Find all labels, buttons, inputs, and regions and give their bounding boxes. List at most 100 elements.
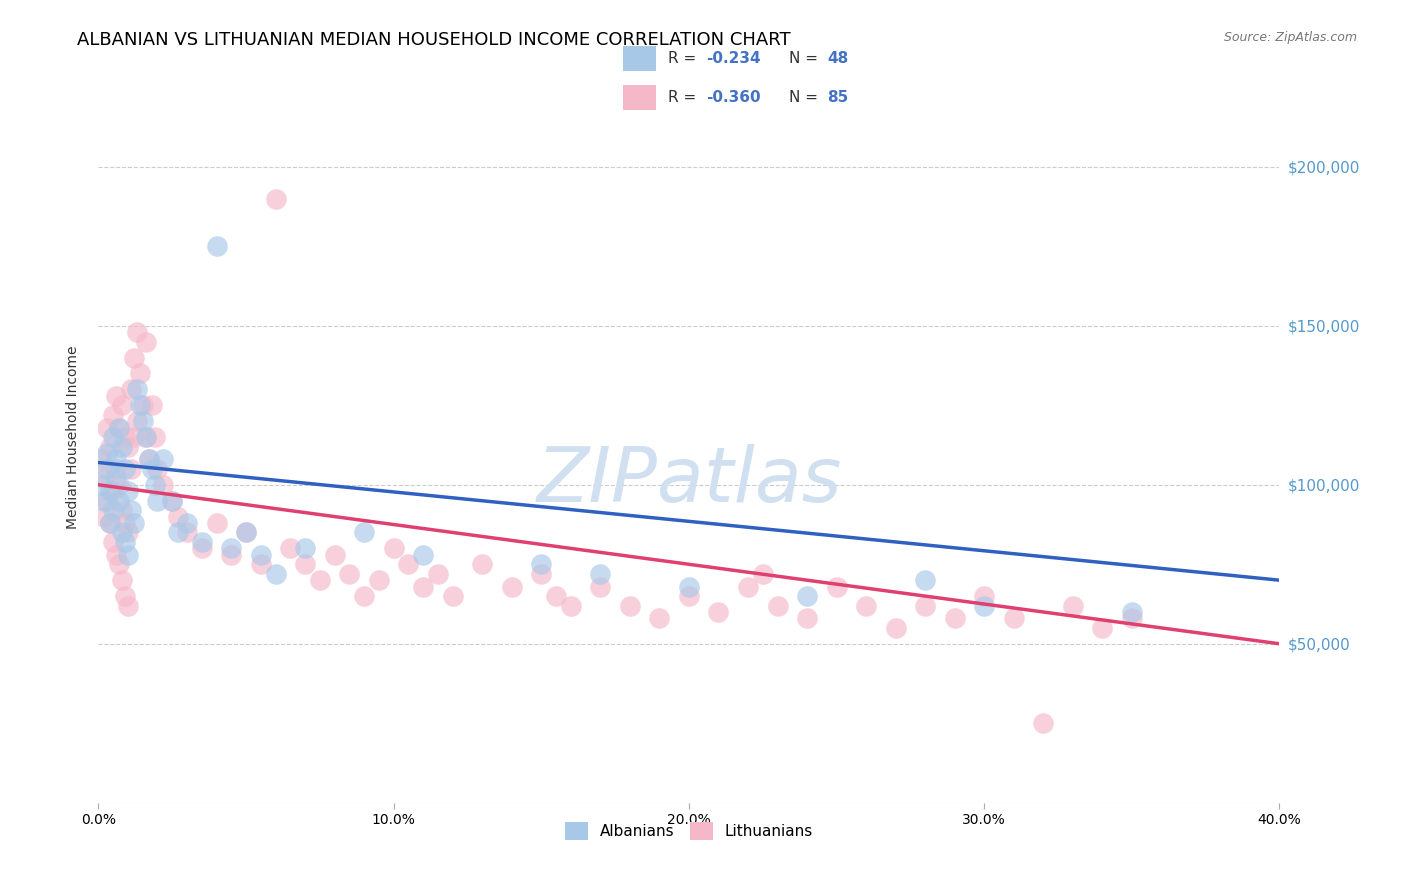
Point bbox=[105, 462, 128, 476]
Point bbox=[353, 525, 375, 540]
Point bbox=[353, 589, 375, 603]
Point bbox=[105, 471, 128, 485]
Point bbox=[973, 599, 995, 613]
Point bbox=[117, 525, 139, 540]
Text: -0.234: -0.234 bbox=[706, 51, 761, 66]
Point bbox=[114, 516, 136, 530]
Point bbox=[141, 398, 163, 412]
Point bbox=[98, 516, 121, 530]
Point bbox=[105, 452, 128, 467]
Point bbox=[98, 516, 121, 530]
Point bbox=[264, 566, 287, 581]
Text: 85: 85 bbox=[827, 89, 848, 104]
Point bbox=[105, 389, 128, 403]
Point bbox=[825, 580, 848, 594]
Point bbox=[167, 525, 190, 540]
Point bbox=[108, 558, 131, 572]
Point bbox=[128, 398, 150, 412]
Point bbox=[108, 493, 131, 508]
Point bbox=[98, 484, 121, 499]
Point bbox=[221, 541, 243, 556]
Point bbox=[309, 573, 332, 587]
Text: ALBANIAN VS LITHUANIAN MEDIAN HOUSEHOLD INCOME CORRELATION CHART: ALBANIAN VS LITHUANIAN MEDIAN HOUSEHOLD … bbox=[77, 31, 792, 49]
Point bbox=[135, 430, 157, 444]
Point bbox=[678, 589, 700, 603]
Point bbox=[766, 599, 789, 613]
Text: Source: ZipAtlas.com: Source: ZipAtlas.com bbox=[1223, 31, 1357, 45]
Point bbox=[412, 580, 434, 594]
Point bbox=[752, 566, 775, 581]
Point bbox=[943, 611, 966, 625]
Point bbox=[398, 558, 420, 572]
Point bbox=[294, 541, 316, 556]
Point bbox=[103, 535, 125, 549]
Point bbox=[221, 548, 243, 562]
Point bbox=[294, 558, 316, 572]
Point bbox=[250, 558, 273, 572]
Point bbox=[93, 509, 115, 524]
Point bbox=[111, 525, 134, 540]
Point bbox=[138, 452, 160, 467]
Point bbox=[167, 509, 190, 524]
Point bbox=[96, 462, 118, 476]
Point bbox=[93, 493, 115, 508]
Point bbox=[93, 471, 115, 485]
Point bbox=[96, 420, 118, 434]
Point bbox=[1091, 621, 1114, 635]
Point bbox=[152, 452, 174, 467]
Point bbox=[530, 566, 553, 581]
Point bbox=[1032, 716, 1054, 731]
Point bbox=[176, 525, 198, 540]
Point bbox=[471, 558, 494, 572]
Point bbox=[546, 589, 568, 603]
Point bbox=[441, 589, 464, 603]
Point bbox=[114, 589, 136, 603]
Point bbox=[141, 462, 163, 476]
Point bbox=[125, 414, 148, 428]
Point bbox=[111, 573, 134, 587]
Point bbox=[678, 580, 700, 594]
Point bbox=[152, 477, 174, 491]
Point bbox=[205, 239, 228, 253]
Point bbox=[280, 541, 302, 556]
Point bbox=[368, 573, 391, 587]
Point bbox=[120, 503, 142, 517]
Point bbox=[589, 566, 612, 581]
Point bbox=[143, 430, 166, 444]
Point bbox=[235, 525, 257, 540]
Point bbox=[122, 430, 145, 444]
Point bbox=[796, 589, 818, 603]
Point bbox=[176, 516, 198, 530]
Point bbox=[914, 599, 936, 613]
Point bbox=[128, 367, 150, 381]
Point bbox=[146, 493, 169, 508]
Text: R =: R = bbox=[668, 51, 700, 66]
Point bbox=[114, 430, 136, 444]
Text: ZIPatlas: ZIPatlas bbox=[536, 444, 842, 518]
Point bbox=[103, 484, 125, 499]
Point bbox=[235, 525, 257, 540]
Point bbox=[132, 398, 155, 412]
Point bbox=[105, 548, 128, 562]
Point bbox=[914, 573, 936, 587]
Text: R =: R = bbox=[668, 89, 700, 104]
Point bbox=[205, 516, 228, 530]
Text: N =: N = bbox=[789, 89, 823, 104]
Point bbox=[339, 566, 361, 581]
Point bbox=[120, 462, 142, 476]
Point bbox=[648, 611, 671, 625]
Point bbox=[737, 580, 759, 594]
Point bbox=[90, 477, 112, 491]
Point bbox=[143, 477, 166, 491]
Point bbox=[111, 440, 134, 454]
Point bbox=[146, 462, 169, 476]
Point bbox=[560, 599, 582, 613]
Point bbox=[132, 414, 155, 428]
Point bbox=[108, 420, 131, 434]
Point bbox=[117, 599, 139, 613]
Point bbox=[707, 605, 730, 619]
Point bbox=[191, 535, 214, 549]
Point bbox=[96, 493, 118, 508]
Point bbox=[122, 516, 145, 530]
Point bbox=[135, 334, 157, 349]
